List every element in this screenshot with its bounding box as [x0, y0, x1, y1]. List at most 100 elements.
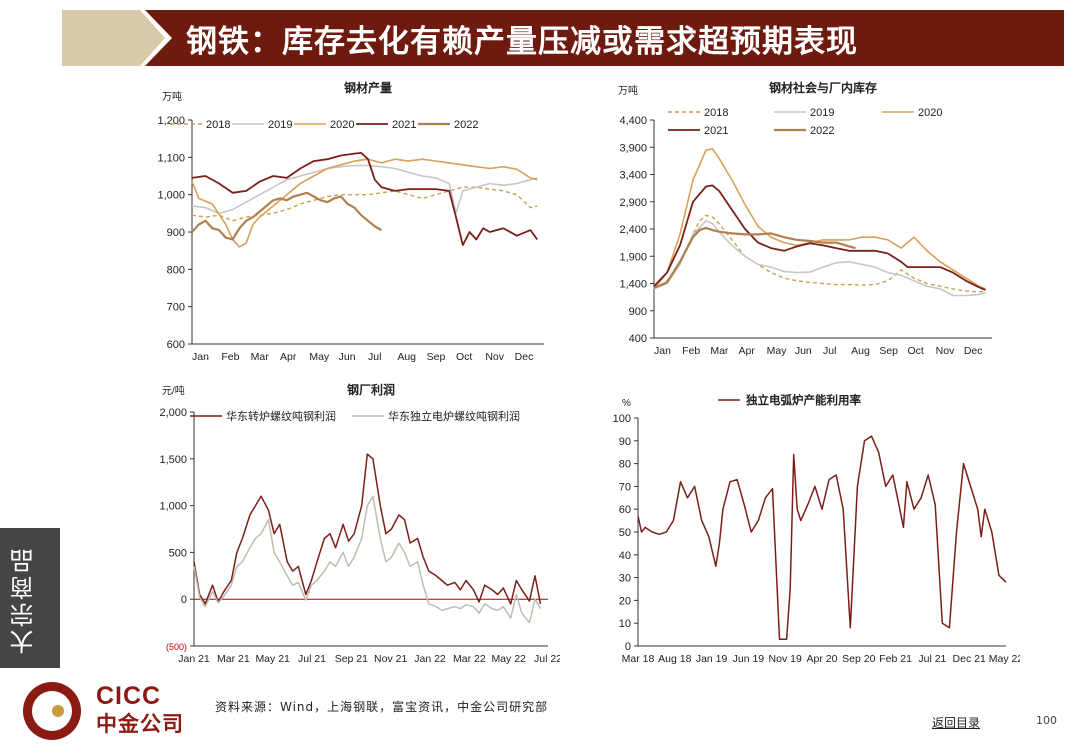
- x-tick-label: Dec 21: [953, 653, 986, 665]
- y-tick-label: 1,900: [619, 251, 647, 263]
- y-unit-label: 元/吨: [162, 384, 185, 397]
- y-tick-label: 40: [619, 550, 631, 562]
- legend-label: 2022: [454, 119, 478, 131]
- banner-tip: [62, 10, 165, 66]
- steel-inventory-chart: 钢材社会与厂内库存 万吨 400 900 1,400 1,900 2,400 2,900 3,4…: [618, 80, 992, 357]
- y-tick-label: 3,400: [619, 170, 647, 182]
- y-tick-label: 90: [619, 436, 631, 448]
- y-tick-label: 1,500: [159, 454, 187, 466]
- x-tick-label: Mar: [710, 345, 729, 357]
- banner-bar: [145, 10, 1064, 66]
- x-tick-label: Jun 19: [733, 653, 765, 665]
- y-tick-label: 900: [167, 227, 185, 239]
- x-tick-label: Jul: [368, 351, 381, 363]
- y-tick-label: 30: [619, 573, 631, 585]
- legend-label: 2021: [392, 119, 416, 131]
- y-tick-label: 1,200: [157, 115, 185, 127]
- x-tick-label: Nov: [485, 351, 504, 363]
- cicc-logo-icon: [23, 682, 81, 740]
- y-tick-label: (500): [166, 642, 187, 652]
- series-line-1: [193, 495, 542, 624]
- series-line-2: [191, 158, 538, 248]
- page-title: 钢铁：库存去化有赖产量压减或需求超预期表现: [186, 24, 858, 60]
- legend-label: 独立电弧炉产能利用率: [746, 393, 861, 407]
- legend-label: 2022: [810, 125, 834, 137]
- chart-title: 钢厂利润: [347, 382, 395, 397]
- y-tick-label: 400: [629, 333, 647, 345]
- x-tick-label: Aug: [397, 351, 416, 363]
- x-tick-label: May: [309, 351, 330, 363]
- legend-label: 华东独立电炉螺纹吨钢利润: [388, 409, 520, 423]
- x-tick-label: Jul: [823, 345, 836, 357]
- chart-title: 钢材社会与厂内库存: [769, 80, 877, 95]
- x-tick-label: Nov 21: [374, 653, 407, 665]
- x-tick-label: Feb: [221, 351, 239, 363]
- y-tick-label: 50: [619, 527, 631, 539]
- side-category-tab[interactable]: [0, 528, 60, 668]
- series-line-0: [653, 214, 986, 293]
- y-tick-label: 4,400: [619, 115, 647, 127]
- x-tick-label: Sep: [427, 351, 446, 363]
- y-tick-label: 1,000: [157, 190, 185, 202]
- y-tick-label: 0: [625, 641, 631, 653]
- x-tick-label: Dec: [964, 345, 983, 357]
- x-tick-label: Jul 21: [298, 653, 326, 665]
- x-tick-label: May 22: [989, 653, 1020, 665]
- x-tick-label: Mar: [251, 351, 270, 363]
- data-source-note: 资料来源：Wind，上海钢联，富宝资讯，中金公司研究部: [215, 700, 549, 714]
- x-tick-label: Jan 22: [414, 653, 446, 665]
- legend-label: 华东转炉螺纹吨钢利润: [226, 409, 336, 423]
- back-to-contents-link[interactable]: 返回目录: [932, 716, 981, 730]
- y-tick-label: 70: [619, 481, 631, 493]
- y-tick-label: 500: [169, 547, 187, 559]
- header-banner: [62, 10, 1064, 66]
- x-tick-label: Oct: [908, 345, 924, 357]
- x-tick-label: Jul 21: [918, 653, 946, 665]
- series-line-4: [191, 191, 383, 241]
- side-category-label: 大宗商品: [10, 546, 38, 654]
- series-line-0: [191, 186, 538, 222]
- x-tick-label: Jul 22: [534, 653, 560, 665]
- y-tick-label: 100: [613, 413, 631, 425]
- legend-label: 2018: [704, 107, 728, 119]
- x-tick-label: Mar 21: [217, 653, 250, 665]
- x-tick-label: May: [767, 345, 788, 357]
- page-number: 100: [1036, 714, 1057, 727]
- x-tick-label: Sep: [879, 345, 898, 357]
- x-tick-label: Apr: [280, 351, 297, 363]
- y-tick-label: 800: [167, 264, 185, 276]
- brand-name-en: CICC: [96, 682, 162, 710]
- x-tick-label: Mar 22: [453, 653, 486, 665]
- y-tick-label: 700: [167, 302, 185, 314]
- x-tick-label: Aug: [851, 345, 870, 357]
- x-tick-label: Jan 21: [178, 653, 210, 665]
- legend-label: 2018: [206, 119, 230, 131]
- x-tick-label: Jan: [192, 351, 209, 363]
- x-tick-label: Nov 19: [769, 653, 802, 665]
- x-tick-label: May 21: [255, 653, 290, 665]
- y-tick-label: 1,100: [157, 152, 185, 164]
- series-line-1: [653, 220, 986, 297]
- steel-profit-chart: 钢厂利润 元/吨 (500) 0 500 1,000 1,500 2,000 Jan 21 Mar…: [159, 382, 560, 665]
- x-tick-label: Jun: [795, 345, 812, 357]
- y-tick-label: 10: [619, 618, 631, 630]
- x-tick-label: Apr: [739, 345, 756, 357]
- series-line-0: [637, 435, 1007, 640]
- x-tick-label: Oct: [456, 351, 472, 363]
- series-line-1: [191, 164, 538, 215]
- legend-label: 2021: [704, 125, 728, 137]
- x-tick-label: Dec: [515, 351, 534, 363]
- y-tick-label: 60: [619, 504, 631, 516]
- legend-label: 2020: [918, 107, 942, 119]
- legend-label: 2020: [330, 119, 354, 131]
- x-tick-label: Jan 19: [696, 653, 728, 665]
- y-tick-label: 1,400: [619, 279, 647, 291]
- x-tick-label: Feb 21: [879, 653, 912, 665]
- legend-label: 2019: [268, 119, 292, 131]
- x-tick-label: Sep 21: [335, 653, 368, 665]
- y-tick-label: 3,900: [619, 142, 647, 154]
- x-tick-label: Aug 18: [658, 653, 691, 665]
- x-tick-label: Nov: [936, 345, 955, 357]
- series-line-3: [653, 184, 986, 291]
